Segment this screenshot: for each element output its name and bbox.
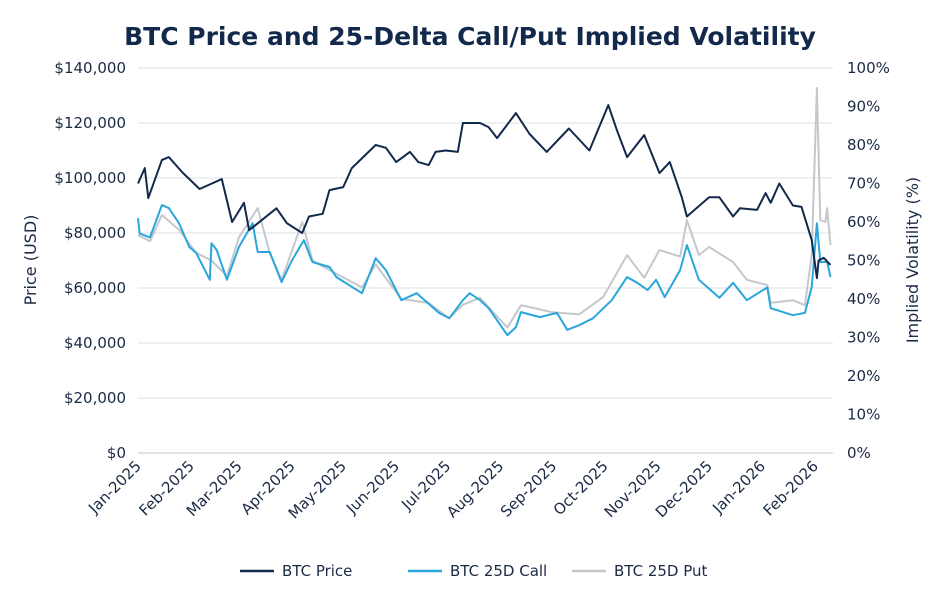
x-tick-label: Jan-2026 [708,457,769,518]
y2-tick-label: 100% [847,59,890,77]
series-lines [137,87,832,337]
x-axis-ticks: Jan-2025Feb-2025Mar-2025Apr-2025May-2025… [84,457,822,522]
x-tick-label: Sep-2025 [497,457,561,521]
y-tick-label: $40,000 [64,334,126,352]
series-line-btc-25d-put [137,87,832,329]
y-tick-label: $0 [107,444,126,462]
legend: BTC Price BTC 25D Call BTC 25D Put [240,562,708,580]
x-tick-label: Aug-2025 [443,457,507,521]
chart-title: BTC Price and 25-Delta Call/Put Implied … [124,22,816,51]
right-axis-ticks: 0% 10% 20% 30% 40% 50% 60% 70% 80% 90% 100% [847,59,890,462]
left-axis-ticks: $0 $20,000 $40,000 $60,000 $80,000 $100,000 $1… [54,59,126,462]
legend-label: BTC Price [282,562,352,580]
y2-tick-label: 20% [847,367,880,385]
left-axis-label: Price (USD) [21,215,40,306]
y2-tick-label: 0% [847,444,871,462]
y2-tick-label: 30% [847,329,880,347]
y-tick-label: $120,000 [54,114,126,132]
y-tick-label: $20,000 [64,389,126,407]
y2-tick-label: 70% [847,175,880,193]
x-tick-label: Feb-2026 [760,457,822,519]
y-tick-label: $80,000 [64,224,126,242]
y2-tick-label: 40% [847,290,880,308]
right-axis-label: Implied Volatility (%) [903,177,922,343]
x-tick-label: Jan-2025 [84,457,145,518]
y2-tick-label: 80% [847,136,880,154]
y-tick-label: $140,000 [54,59,126,77]
y2-tick-label: 60% [847,213,880,231]
legend-label: BTC 25D Put [614,562,708,580]
series-line-btc-25d-call [137,204,832,337]
y2-tick-label: 50% [847,252,880,270]
legend-label: BTC 25D Call [450,562,547,580]
y-tick-label: $60,000 [64,279,126,297]
y2-tick-label: 10% [847,406,880,424]
y-tick-label: $100,000 [54,169,126,187]
series-line-btc-price [137,104,832,280]
x-tick-label: Jun-2025 [342,457,403,518]
y2-tick-label: 90% [847,98,880,116]
